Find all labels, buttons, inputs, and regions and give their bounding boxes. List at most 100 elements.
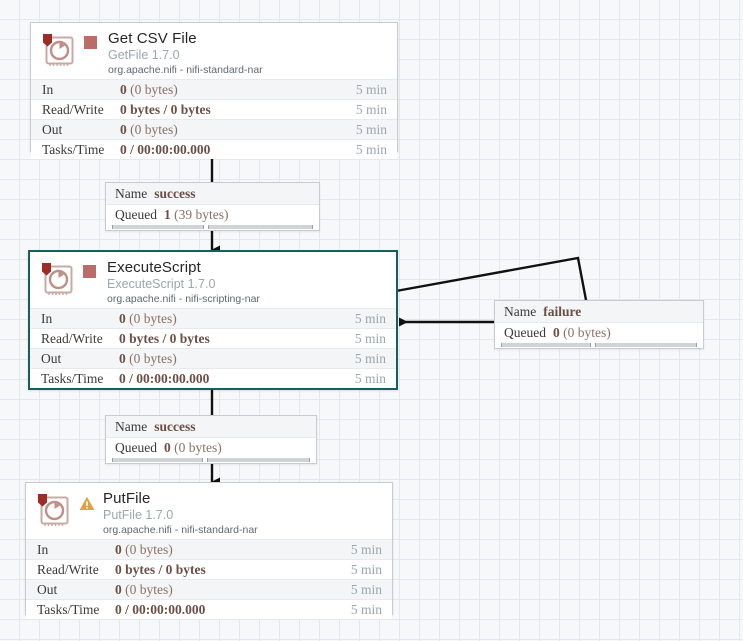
processor-bundle: org.apache.nifi - nifi-standard-nar (103, 523, 258, 536)
stat-label-in: In (42, 81, 54, 97)
stat-row-in: In 0 (0 bytes) 5 min (30, 308, 396, 328)
connection-queued-key: Queued (504, 325, 546, 340)
queue-bar-size (595, 343, 697, 347)
stat-out-count: 0 (120, 121, 127, 137)
connection-queue-bars (495, 343, 703, 350)
processor-bundle: org.apache.nifi - nifi-scripting-nar (107, 292, 260, 305)
processor-titles: PutFile PutFile 1.7.0 org.apache.nifi - … (103, 491, 258, 536)
stat-row-in: In 0 (0 bytes) 5 min (31, 79, 397, 99)
connection-queued-count: 0 (552, 325, 560, 340)
queue-bar-size (207, 458, 310, 462)
stat-value-tasks-time: 0 / 00:00:00.000 (115, 601, 206, 617)
stat-value-in: 0 (0 bytes) (119, 311, 355, 327)
stat-time-in: 5 min (350, 541, 382, 557)
stat-time-tasks-time: 5 min (350, 601, 382, 617)
stat-time-read-write: 5 min (350, 561, 382, 577)
processor-icon (40, 32, 78, 70)
warning-triangle-icon[interactable] (79, 496, 99, 511)
stat-row-in: In 0 (0 bytes) 5 min (26, 539, 392, 559)
stat-label-tasks-time: Tasks/Time (37, 601, 100, 617)
stat-in-count: 0 (119, 310, 126, 326)
processor-type: GetFile 1.7.0 (108, 47, 180, 62)
stop-square-icon (84, 36, 104, 49)
processor-name: PutFile (103, 490, 151, 507)
stat-label-in: In (41, 310, 53, 326)
processor-name: ExecuteScript (107, 259, 201, 276)
processor-header: PutFile PutFile 1.7.0 org.apache.nifi - … (26, 483, 392, 539)
stat-out-bytes: (0 bytes) (129, 350, 177, 366)
processor-type: ExecuteScript 1.7.0 (107, 276, 216, 291)
stat-value-out: 0 (0 bytes) (119, 351, 355, 367)
stat-row-tasks-time: Tasks/Time 0 / 00:00:00.000 5 min (30, 368, 396, 388)
stat-time-read-write: 5 min (355, 101, 387, 117)
stat-row-read-write: Read/Write 0 bytes / 0 bytes 5 min (26, 559, 392, 579)
processor-titles: Get CSV File GetFile 1.7.0 org.apache.ni… (108, 31, 263, 76)
stat-value-read-write: 0 bytes / 0 bytes (115, 561, 206, 577)
stat-value-out: 0 (0 bytes) (120, 122, 356, 138)
stat-label-read-write: Read/Write (37, 561, 99, 577)
stat-value-read-write: 0 bytes / 0 bytes (120, 101, 211, 117)
connection-queued-value: 0 (0 bytes) (164, 440, 222, 456)
stat-label-tasks-time: Tasks/Time (41, 370, 104, 386)
queue-bar-count (112, 458, 204, 462)
stat-label-out: Out (42, 121, 63, 137)
connection-name-row: Name success (106, 416, 316, 437)
stat-row-out: Out 0 (0 bytes) 5 min (31, 119, 397, 139)
stat-label-read-write: Read/Write (41, 330, 103, 346)
connection-queued-row: Queued 0 (0 bytes) (106, 437, 316, 458)
stat-label-read-write: Read/Write (42, 101, 104, 117)
stat-in-bytes: (0 bytes) (130, 81, 178, 97)
stat-label-out: Out (41, 350, 62, 366)
connection-name-key: Name (115, 418, 148, 434)
stat-value-in: 0 (0 bytes) (115, 542, 351, 558)
stat-label-out: Out (37, 581, 58, 597)
stat-time-in: 5 min (355, 81, 387, 97)
stat-out-bytes: (0 bytes) (125, 581, 173, 597)
stat-value-tasks-time: 0 / 00:00:00.000 (120, 141, 211, 157)
stat-in-count: 0 (115, 541, 122, 557)
connection-name-key: Name (115, 185, 148, 201)
connection-queued-key: Queued (115, 207, 157, 222)
processor-get-csv-file[interactable]: Get CSV File GetFile 1.7.0 org.apache.ni… (30, 22, 398, 159)
stat-time-read-write: 5 min (354, 330, 386, 346)
stat-value-read-write: 0 bytes / 0 bytes (119, 330, 210, 346)
stat-row-tasks-time: Tasks/Time 0 / 00:00:00.000 5 min (26, 599, 392, 619)
queue-bar-count (501, 343, 592, 347)
stat-row-tasks-time: Tasks/Time 0 / 00:00:00.000 5 min (31, 139, 397, 159)
connection-queue-bars (106, 458, 316, 465)
processor-header: Get CSV File GetFile 1.7.0 org.apache.ni… (31, 23, 397, 79)
stat-row-read-write: Read/Write 0 bytes / 0 bytes 5 min (30, 328, 396, 348)
stat-out-count: 0 (115, 581, 122, 597)
queue-bar-size (208, 225, 313, 229)
connection-name-row: Name failure (495, 301, 703, 322)
connection-label-getfile-success[interactable]: Name success Queued 1 (39 bytes) (105, 182, 320, 231)
connection-queued-count: 0 (163, 440, 171, 455)
processor-header: ExecuteScript ExecuteScript 1.7.0 org.ap… (30, 252, 396, 308)
stat-out-count: 0 (119, 350, 126, 366)
processor-bundle: org.apache.nifi - nifi-standard-nar (108, 63, 263, 76)
stat-in-bytes: (0 bytes) (125, 541, 173, 557)
stat-value-in: 0 (0 bytes) (120, 82, 356, 98)
stat-label-tasks-time: Tasks/Time (42, 141, 105, 157)
connection-queued-value: 1 (39 bytes) (164, 207, 229, 223)
connection-name-key: Name (504, 303, 537, 319)
stat-in-bytes: (0 bytes) (129, 310, 177, 326)
stat-out-bytes: (0 bytes) (130, 121, 178, 137)
connection-queued-count: 1 (163, 207, 171, 222)
stat-label-in: In (37, 541, 49, 557)
processor-execute-script[interactable]: ExecuteScript ExecuteScript 1.7.0 org.ap… (28, 250, 398, 390)
connection-label-executescript-success[interactable]: Name success Queued 0 (0 bytes) (105, 415, 317, 464)
stat-row-out: Out 0 (0 bytes) 5 min (30, 348, 396, 368)
connection-relationship: success (154, 185, 196, 201)
connection-label-executescript-failure[interactable]: Name failure Queued 0 (0 bytes) (494, 300, 704, 349)
processor-name: Get CSV File (108, 30, 197, 47)
processor-put-file[interactable]: PutFile PutFile 1.7.0 org.apache.nifi - … (25, 482, 393, 619)
queue-bar-count (112, 225, 205, 229)
stat-time-tasks-time: 5 min (355, 141, 387, 157)
connection-queued-bytes: (39 bytes) (174, 207, 229, 222)
stat-value-out: 0 (0 bytes) (115, 582, 351, 598)
stat-time-in: 5 min (354, 310, 386, 326)
processor-titles: ExecuteScript ExecuteScript 1.7.0 org.ap… (107, 260, 260, 305)
processor-icon (39, 261, 77, 299)
